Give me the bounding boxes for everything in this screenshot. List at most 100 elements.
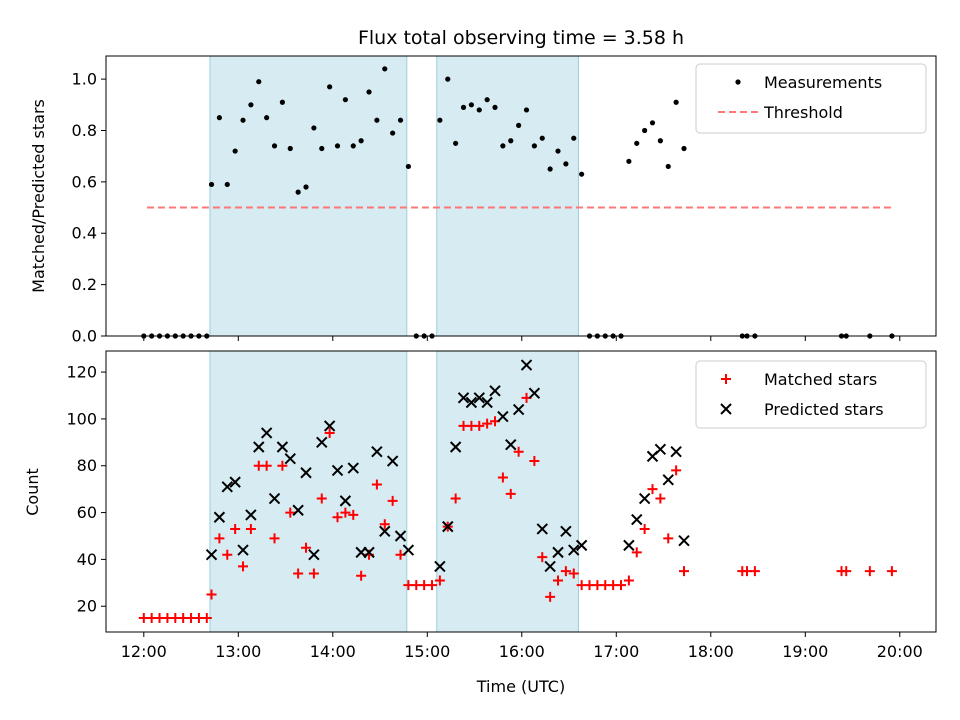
measurement-point xyxy=(271,143,278,149)
measurement-point xyxy=(287,145,293,152)
measurement-point xyxy=(224,181,230,188)
predicted-star-point xyxy=(505,438,517,451)
predicted-star-point xyxy=(678,534,690,547)
predicted-star-point xyxy=(253,441,265,453)
predicted-star-point xyxy=(497,410,509,423)
x-tick-label: 15:00 xyxy=(404,642,450,661)
predicted-star-point xyxy=(371,445,383,458)
measurement-point xyxy=(547,166,553,172)
y-tick-label: 0.8 xyxy=(72,121,97,140)
measurement-point xyxy=(334,143,341,149)
measurement-point xyxy=(216,115,222,121)
matched-star-point xyxy=(261,460,272,471)
measurement-point xyxy=(208,181,215,188)
matched-star-point xyxy=(568,568,579,579)
measurement-point xyxy=(382,66,388,72)
matched-star-point xyxy=(545,591,556,602)
legend-predicted-marker xyxy=(720,403,732,415)
predicted-star-point xyxy=(308,549,320,561)
matched-star-point xyxy=(864,566,875,577)
predicted-star-point xyxy=(260,427,273,439)
measurement-point xyxy=(579,171,585,177)
matched-star-point xyxy=(474,420,485,431)
matched-star-point xyxy=(663,533,674,544)
matched-star-point xyxy=(639,523,650,534)
matched-star-point xyxy=(316,493,327,504)
legend-entry-label: Measurements xyxy=(764,73,882,92)
measurement-point xyxy=(445,76,451,82)
matched-star-point xyxy=(277,460,288,471)
measurement-point xyxy=(311,125,317,131)
matched-star-point xyxy=(434,575,445,586)
matched-star-point xyxy=(497,472,508,483)
matched-star-point xyxy=(332,512,343,523)
predicted-star-point xyxy=(520,359,533,371)
predicted-star-point xyxy=(237,544,249,556)
legend-measurement-marker xyxy=(735,79,741,85)
x-tick-label: 14:00 xyxy=(310,642,356,661)
measurement-point xyxy=(303,184,309,190)
predicted-star-point xyxy=(473,392,485,404)
y-tick-label: 0.4 xyxy=(72,224,97,243)
measurement-point xyxy=(681,145,687,152)
matched-star-point xyxy=(631,547,642,558)
matched-star-point xyxy=(285,507,296,518)
matched-star-point xyxy=(841,566,852,577)
predicted-star-point xyxy=(552,546,564,559)
predicted-star-point xyxy=(379,525,391,538)
predicted-star-point xyxy=(560,525,572,538)
measurement-point xyxy=(665,163,671,170)
top-x-ticks xyxy=(143,336,901,341)
predicted-star-point xyxy=(457,392,470,404)
predicted-star-point xyxy=(481,396,493,409)
y-tick-label: 0.0 xyxy=(72,327,97,346)
top-panel-title: Flux total observing time = 3.58 h xyxy=(358,27,684,49)
measurement-point xyxy=(350,143,356,149)
measurement-point xyxy=(342,97,348,103)
matched-star-point xyxy=(505,488,516,499)
top-y-ticks: 0.0 0.2 0.4 0.6 0.8 1.0 xyxy=(72,70,106,346)
predicted-star-point xyxy=(568,544,580,556)
bottom-x-ticks: 12:00 13:00 14:00 15:00 16:00 17:00 18:00 19:00… xyxy=(121,632,923,661)
matched-star-point xyxy=(214,533,225,544)
predicted-star-point xyxy=(347,462,359,474)
measurement-point xyxy=(374,117,380,123)
matched-star-point xyxy=(647,484,658,495)
y-tick-label: 1.0 xyxy=(72,70,97,89)
predicted-star-point xyxy=(442,520,454,533)
measurement-point xyxy=(405,163,411,170)
matched-star-point xyxy=(671,465,682,476)
predicted-star-point xyxy=(449,441,462,453)
measurement-point xyxy=(279,99,285,105)
predicted-star-point xyxy=(528,387,541,399)
matched-star-point xyxy=(655,493,666,504)
y-tick-label: 60 xyxy=(77,503,97,522)
top-legend: Measurements Threshold xyxy=(695,63,927,134)
measurement-point xyxy=(571,135,577,141)
matched-star-point xyxy=(293,568,304,579)
y-tick-label: 0.6 xyxy=(72,172,97,191)
bottom-shaded-intervals xyxy=(209,350,579,633)
predicted-star-point xyxy=(323,420,336,432)
predicted-star-point xyxy=(575,539,588,552)
measurement-point xyxy=(248,102,254,108)
top-panel: Flux total observing time = 3.58 h 0.0 0.… xyxy=(29,27,937,346)
predicted-star-point xyxy=(331,464,344,477)
top-y-axis-label: Matched/Predicted stars xyxy=(29,99,48,293)
predicted-star-point xyxy=(623,539,635,552)
matched-star-point xyxy=(371,479,382,490)
measurement-point xyxy=(492,104,498,110)
measurement-point xyxy=(649,120,656,126)
measurement-point xyxy=(358,138,364,144)
matched-star-point xyxy=(222,549,233,560)
bottom-y-axis-label: Count xyxy=(23,468,42,516)
predicted-star-point xyxy=(489,385,501,397)
top-shaded-intervals xyxy=(209,55,579,337)
matched-star-point xyxy=(245,523,256,534)
matched-star-point xyxy=(201,612,212,623)
predicted-star-point xyxy=(662,474,674,486)
matched-star-point xyxy=(529,456,540,467)
measurement-point xyxy=(468,102,474,108)
predicted-star-point xyxy=(292,504,304,516)
